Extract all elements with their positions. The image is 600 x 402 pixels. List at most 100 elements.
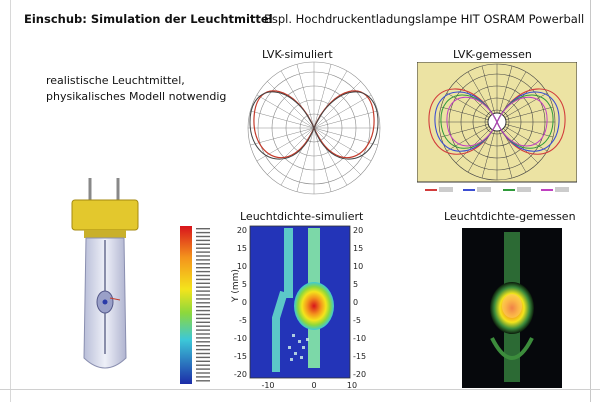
ld-sim-ytick-right: -15 <box>353 352 366 361</box>
polar-spoke <box>313 81 361 129</box>
ld-sim-ytick-left: -5 <box>239 316 247 325</box>
description-line-2: physikalisches Modell notwendig <box>46 90 227 103</box>
scale-tick <box>196 286 210 288</box>
ld-sim-title: Leuchtdichte-simuliert <box>240 210 364 223</box>
polar-spoke <box>496 80 539 123</box>
ld-sim-ytick-right: 0 <box>353 298 358 307</box>
polar-spoke <box>313 110 378 129</box>
ld-sim-map: 20 20 15 15 10 10 5 5 0 0 -5 -5 -10 -10 -15 -15 -20 -20 -1… <box>231 225 366 390</box>
frame-right-line <box>590 0 591 402</box>
scale-tick <box>196 337 210 339</box>
polar-spoke <box>481 65 498 123</box>
scale-tick <box>196 263 210 265</box>
scale-tick <box>196 259 210 261</box>
polar-spoke <box>296 127 315 192</box>
polar-spoke <box>313 127 378 146</box>
scale-tick <box>196 228 210 230</box>
lvk-sim-title: LVK-simuliert <box>262 48 333 61</box>
scale-tick <box>196 239 210 242</box>
ld-sim-ylabel: Y (mm) <box>231 269 241 303</box>
polar-spoke <box>481 121 498 179</box>
scale-tick <box>196 235 210 238</box>
polar-spoke <box>313 127 332 192</box>
ld-sim-ytick-right: 10 <box>353 262 363 271</box>
scale-tick <box>196 380 210 382</box>
ld-sim-ytick-right: 20 <box>353 226 363 235</box>
scale-tick <box>196 294 210 296</box>
slide-subtitle: Bspl. Hochdruckentladungslampe HIT OSRAM… <box>264 12 585 26</box>
lvk-sim-polar <box>247 61 381 195</box>
polar-spoke <box>267 81 315 129</box>
ld-sim-xtick: 10 <box>347 381 357 390</box>
scale-tick <box>196 325 210 327</box>
polar-spoke <box>496 121 513 179</box>
polar-spoke <box>250 110 315 129</box>
lamp-illustration <box>71 178 139 369</box>
ld-sim-ytick-left: -20 <box>234 370 247 379</box>
scale-tick <box>196 255 210 257</box>
scale-tick <box>196 274 210 277</box>
polar-spoke <box>280 70 315 129</box>
scale-tick <box>196 298 210 300</box>
ld-sim-ytick-right: 15 <box>353 244 363 253</box>
ld-sim-ytick-left: 15 <box>237 244 247 253</box>
scale-tick <box>196 372 210 374</box>
polar-spoke <box>313 127 361 175</box>
ld-sim-ytick-right: 5 <box>353 280 358 289</box>
ld-meas-photo <box>462 228 562 388</box>
meas-legend-swatches <box>425 187 569 192</box>
polar-spoke <box>455 80 498 123</box>
scale-tick <box>196 352 210 355</box>
scale-tick <box>196 243 210 245</box>
scale-tick <box>196 313 210 316</box>
ld-meas-title: Leuchtdichte-gemessen <box>444 210 576 223</box>
scale-tick <box>196 278 210 281</box>
frame-bottom-line <box>0 389 600 390</box>
scale-tick <box>196 368 210 370</box>
scale-tick <box>196 356 210 359</box>
color-scale-bar <box>180 226 210 384</box>
polar-spoke <box>313 70 348 129</box>
polar-spoke <box>296 64 315 129</box>
lvk-meas-polar <box>417 62 577 192</box>
scale-tick <box>196 317 210 320</box>
polar-spoke <box>313 64 332 129</box>
polar-spoke <box>496 121 539 164</box>
ld-sim-ytick-left: 10 <box>237 262 247 271</box>
scale-tick <box>196 306 210 308</box>
scale-tick <box>196 231 210 234</box>
scale-tick <box>196 329 210 331</box>
scale-tick <box>196 302 210 304</box>
scale-tick <box>196 282 210 284</box>
description-line-1: realistische Leuchtmittel, <box>46 74 185 87</box>
polar-spoke <box>446 92 498 123</box>
ld-sim-ytick-right: -10 <box>353 334 366 343</box>
scale-tick <box>196 270 210 273</box>
scale-tick <box>196 364 210 366</box>
scale-tick <box>196 348 210 351</box>
polar-spoke <box>496 92 548 123</box>
lvk-meas-title: LVK-gemessen <box>453 48 532 61</box>
scale-tick <box>196 345 210 347</box>
polar-spoke <box>496 65 513 123</box>
scale-tick <box>196 290 210 292</box>
ld-sim-ytick-left: 0 <box>242 298 247 307</box>
scale-tick <box>196 309 210 312</box>
scale-tick <box>196 321 210 323</box>
ld-sim-ytick-left: 20 <box>237 226 247 235</box>
slide-title: Einschub: Simulation der Leuchtmittel <box>24 12 273 26</box>
polar-spoke <box>440 106 498 123</box>
scale-tick <box>196 251 210 253</box>
ld-sim-ytick-right: -5 <box>353 316 361 325</box>
scale-tick <box>196 376 210 378</box>
polar-spoke <box>250 127 315 146</box>
polar-spoke <box>256 94 315 129</box>
scale-tick <box>196 333 210 335</box>
ld-sim-ytick-left: -10 <box>234 334 247 343</box>
scale-tick <box>196 360 210 362</box>
polar-spoke <box>313 94 372 129</box>
ld-sim-xtick: 0 <box>311 381 316 390</box>
polar-spoke <box>455 121 498 164</box>
ld-sim-ytick-left: 5 <box>242 280 247 289</box>
